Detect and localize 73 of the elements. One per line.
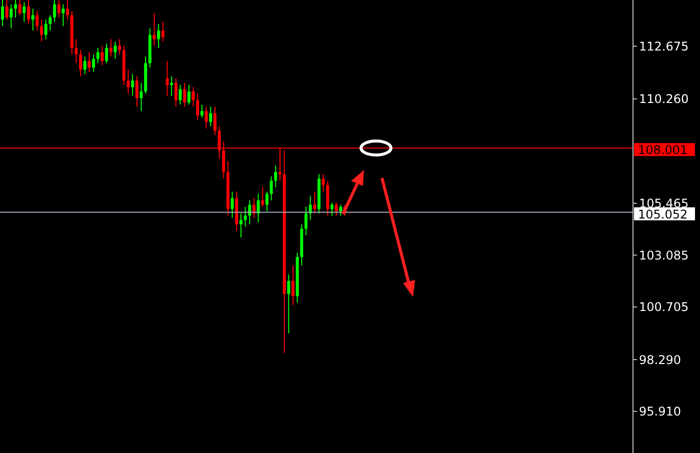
candlestick — [57, 0, 60, 18]
candlestick — [10, 4, 13, 29]
candlestick — [261, 186, 264, 208]
y-tick-label: 103.085 — [639, 248, 689, 262]
candlestick — [5, 0, 8, 20]
y-tick-label: 100.705 — [639, 300, 689, 314]
candlestick — [183, 82, 186, 108]
candlestick — [322, 174, 325, 192]
candlestick — [187, 84, 190, 106]
candlestick — [36, 10, 39, 31]
candlestick — [109, 38, 112, 58]
candlestick — [105, 43, 108, 64]
y-tick-label: 112.675 — [639, 40, 689, 54]
candlestick — [66, 0, 70, 20]
candlestick — [62, 4, 65, 27]
candlestick — [135, 76, 138, 108]
candlestick — [88, 52, 91, 72]
candlestick — [326, 180, 330, 216]
candlestick — [40, 19, 44, 42]
y-tick-label: 95.910 — [639, 404, 681, 419]
candlestick — [200, 104, 204, 118]
candlestick — [274, 165, 278, 188]
candlestick — [131, 74, 134, 96]
candlestick — [114, 40, 117, 60]
candlestick — [256, 193, 260, 223]
candlestick — [334, 202, 338, 216]
candlestick — [339, 204, 342, 216]
candlestick — [178, 84, 182, 106]
candlestick — [27, 0, 30, 24]
candlestick — [22, 2, 26, 22]
candlestick — [313, 191, 316, 214]
candlestick — [239, 212, 242, 238]
candlestick — [118, 38, 122, 55]
candlestick — [170, 76, 174, 96]
candlestick — [157, 23, 160, 48]
candlestick — [31, 8, 34, 31]
candlestick — [291, 265, 294, 306]
candlestick — [304, 206, 308, 236]
ref-line-label: 108.001 — [638, 143, 688, 158]
candlestick — [14, 0, 18, 18]
candlestick — [213, 106, 216, 136]
y-tick-label: 98.290 — [639, 352, 681, 367]
candlestick — [126, 69, 130, 94]
candlestick — [244, 206, 247, 227]
candlestick — [1, 0, 4, 27]
candlestick — [152, 12, 156, 46]
candlestick — [308, 196, 312, 220]
candlestick — [330, 202, 334, 216]
candlestick — [230, 191, 234, 218]
candlestick — [209, 106, 212, 127]
candlestick — [83, 56, 86, 75]
candlestick — [48, 14, 52, 31]
candlestick — [96, 47, 100, 64]
candlestick — [140, 82, 143, 112]
candlestick — [174, 78, 178, 108]
candlestick — [248, 200, 252, 225]
candlestick — [265, 191, 268, 212]
y-tick-label: 110.260 — [639, 92, 689, 106]
candlestick — [18, 0, 22, 16]
candlestick — [287, 274, 290, 334]
candlestick — [79, 50, 82, 77]
candlestick — [204, 106, 208, 129]
candlestick — [196, 93, 200, 120]
candlestick — [270, 176, 273, 201]
candlestick — [192, 86, 195, 108]
candlestick — [53, 0, 56, 22]
candlestick — [252, 198, 256, 218]
candlestick — [92, 54, 96, 72]
candlestick — [100, 45, 104, 66]
candlestick — [44, 19, 48, 40]
candlestick — [74, 38, 78, 64]
candlestick — [161, 21, 164, 42]
candlestick — [166, 60, 169, 96]
